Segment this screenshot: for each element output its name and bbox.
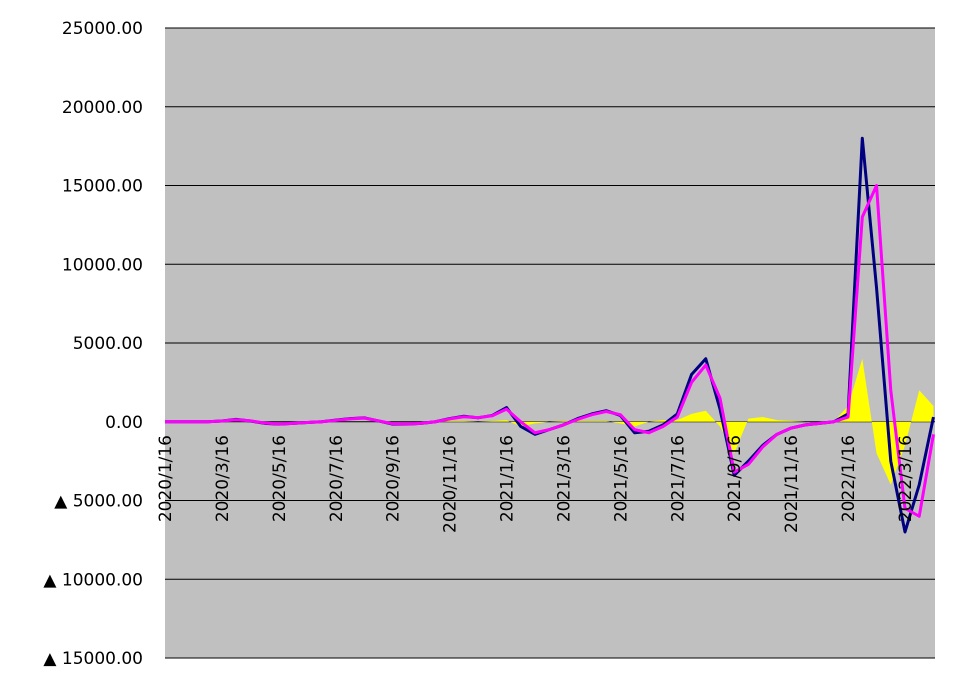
x-tick-label: 2021/7/16 bbox=[668, 435, 688, 522]
x-tick-label: 2020/7/16 bbox=[327, 435, 347, 522]
y-tick-label: 0.00 bbox=[105, 413, 143, 433]
x-tick-label: 2020/11/16 bbox=[441, 435, 461, 533]
y-tick-label: ▲ 5000.00 bbox=[54, 492, 143, 512]
x-tick-label: 2021/3/16 bbox=[554, 435, 574, 522]
y-tick-label: ▲ 10000.00 bbox=[43, 570, 143, 590]
y-tick-label: 15000.00 bbox=[62, 177, 143, 197]
x-tick-label: 2021/5/16 bbox=[611, 435, 631, 522]
x-tick-label: 2021/11/16 bbox=[782, 435, 802, 533]
y-tick-label: 10000.00 bbox=[62, 255, 143, 275]
x-tick-label: 2020/3/16 bbox=[213, 435, 233, 522]
x-tick-label: 2021/1/16 bbox=[498, 435, 518, 522]
x-tick-label: 2020/1/16 bbox=[156, 435, 176, 522]
line bbox=[165, 184, 935, 518]
x-tick-label: 2022/1/16 bbox=[839, 435, 859, 522]
y-tick-label: 25000.00 bbox=[62, 19, 143, 39]
x-tick-label: 2020/5/16 bbox=[270, 435, 290, 522]
x-tick-label: 2020/9/16 bbox=[384, 435, 404, 522]
area bbox=[165, 358, 934, 485]
y-tick-label: ▲ 15000.00 bbox=[43, 649, 143, 669]
y-tick-label: 20000.00 bbox=[62, 98, 143, 118]
x-tick-label: 2021/9/16 bbox=[725, 435, 745, 522]
x-tick-label: 2022/3/16 bbox=[896, 435, 916, 522]
y-tick-label: 5000.00 bbox=[73, 334, 143, 354]
